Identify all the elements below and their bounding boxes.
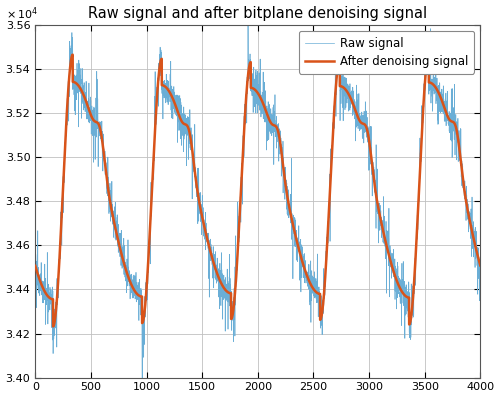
Title: Raw signal and after bitplane denoising signal: Raw signal and after bitplane denoising … [88, 6, 427, 21]
Raw signal [245, 17, 251, 22]
After denoising signal [464, 203, 470, 208]
After denoising signal [356, 117, 362, 121]
Raw signal [220, 285, 226, 290]
After denoising signal [32, 263, 38, 268]
Line: Raw signal: Raw signal [36, 20, 480, 379]
Raw signal [223, 282, 229, 287]
Raw signal [356, 111, 362, 116]
Raw signal [478, 257, 484, 262]
Raw signal [244, 87, 250, 92]
Raw signal [139, 377, 145, 381]
After denoising signal [478, 263, 484, 268]
Raw signal [464, 202, 470, 207]
Raw signal [442, 107, 448, 111]
Line: After denoising signal: After denoising signal [36, 55, 480, 326]
Raw signal [32, 265, 38, 269]
After denoising signal [442, 106, 448, 111]
After denoising signal [70, 52, 75, 57]
Legend: Raw signal, After denoising signal: Raw signal, After denoising signal [299, 31, 474, 74]
After denoising signal [50, 324, 56, 329]
After denoising signal [220, 283, 226, 288]
Text: $\times\,10^4$: $\times\,10^4$ [6, 5, 38, 22]
After denoising signal [244, 85, 250, 90]
After denoising signal [223, 288, 229, 293]
